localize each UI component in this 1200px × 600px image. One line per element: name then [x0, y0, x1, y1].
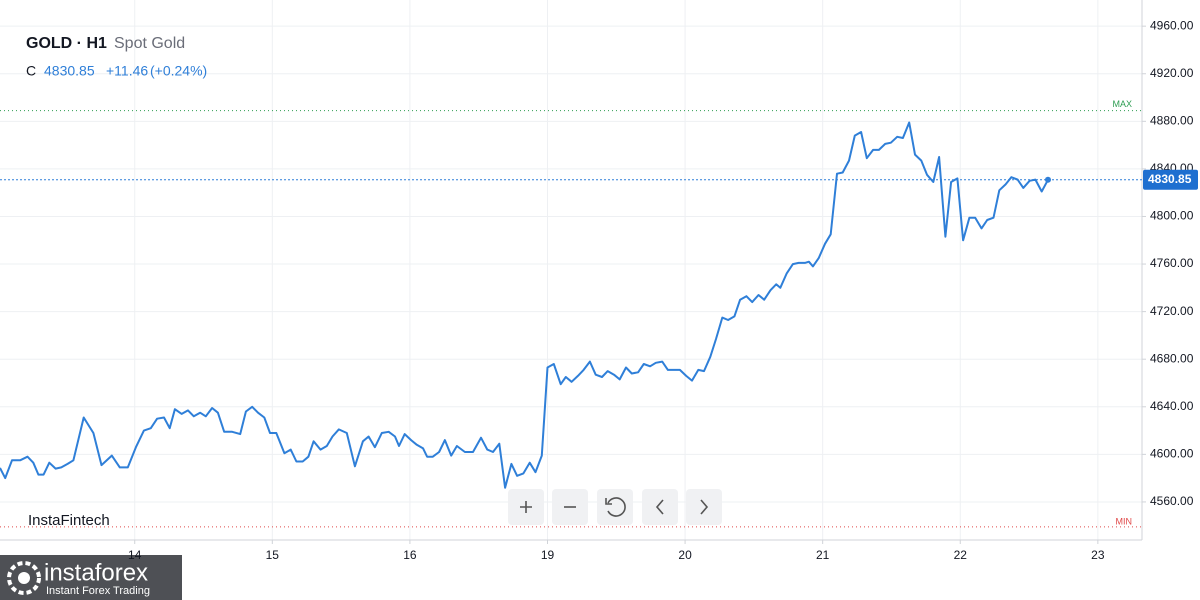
- x-tick-label: 23: [1091, 548, 1105, 562]
- x-tick-label: 21: [816, 548, 830, 562]
- grid: [0, 0, 1142, 540]
- reference-label: MIN: [1116, 516, 1133, 526]
- y-tick-label: 4600.00: [1150, 447, 1194, 461]
- zoom-in-button[interactable]: [508, 489, 544, 525]
- y-tick-label: 4800.00: [1150, 209, 1194, 223]
- y-tick-label: 4560.00: [1150, 494, 1194, 508]
- close-value: 4830.85: [44, 63, 95, 79]
- watermark: InstaFintech: [28, 512, 110, 529]
- reset-button[interactable]: [597, 489, 633, 525]
- last-price-badge: [1143, 169, 1198, 190]
- last-price-label: 4830.85: [1148, 172, 1192, 186]
- scroll-right-button[interactable]: [686, 489, 722, 525]
- price-line: [0, 121, 1049, 489]
- logo-name: instaforex: [44, 559, 148, 586]
- reference-label: MAX: [1112, 99, 1132, 109]
- instrument-name: Spot Gold: [114, 35, 185, 52]
- y-tick-label: 4680.00: [1150, 351, 1194, 365]
- x-tick-label: 16: [403, 548, 417, 562]
- x-tick-label: 20: [678, 548, 692, 562]
- y-tick-label: 4760.00: [1150, 256, 1194, 270]
- zoom-controls: [508, 489, 722, 525]
- logo-tagline: Instant Forex Trading: [46, 585, 150, 597]
- close-label: C: [26, 63, 36, 79]
- y-tick-label: 4880.00: [1150, 113, 1194, 127]
- y-tick-label: 4920.00: [1150, 66, 1194, 80]
- y-tick-label: 4960.00: [1150, 18, 1194, 32]
- change: +11.46: [106, 63, 148, 79]
- x-tick-label: 19: [541, 548, 555, 562]
- last-point: [1044, 176, 1051, 183]
- scroll-left-button[interactable]: [642, 489, 678, 525]
- y-tick-label: 4720.00: [1150, 304, 1194, 318]
- x-tick-label: 15: [266, 548, 280, 562]
- symbol: GOLD · H1: [26, 35, 107, 52]
- y-tick-label: 4640.00: [1150, 399, 1194, 413]
- logo: instaforex Instant Forex Trading: [0, 555, 182, 600]
- x-tick-label: 14: [128, 548, 142, 562]
- zoom-out-button[interactable]: [552, 489, 588, 525]
- change-pct: (+0.24%): [150, 63, 207, 79]
- x-tick-label: 22: [954, 548, 968, 562]
